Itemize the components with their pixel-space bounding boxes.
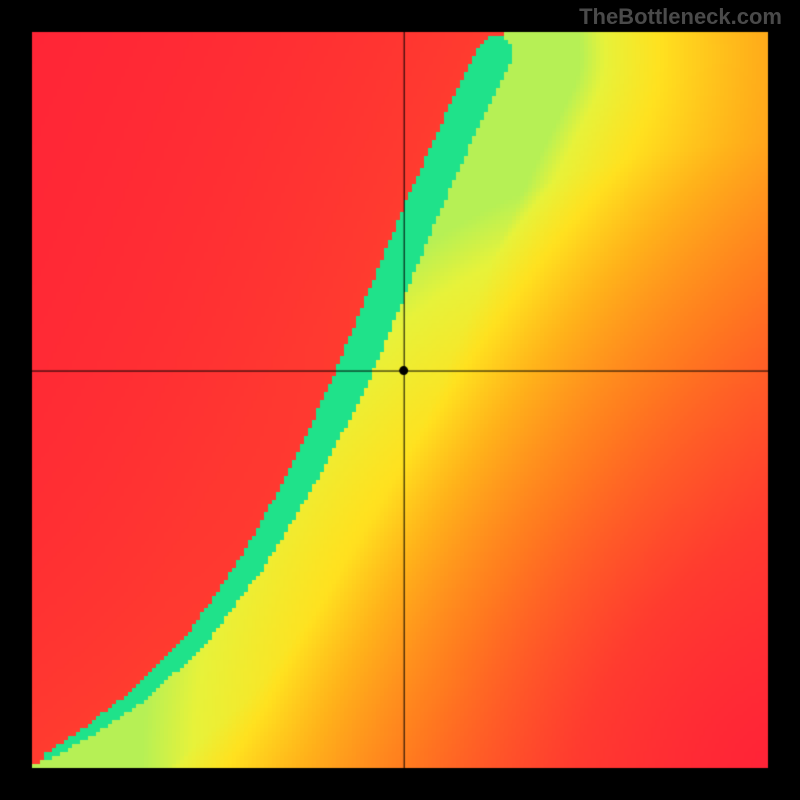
bottleneck-heatmap [0, 0, 800, 800]
watermark-text: TheBottleneck.com [579, 4, 782, 30]
